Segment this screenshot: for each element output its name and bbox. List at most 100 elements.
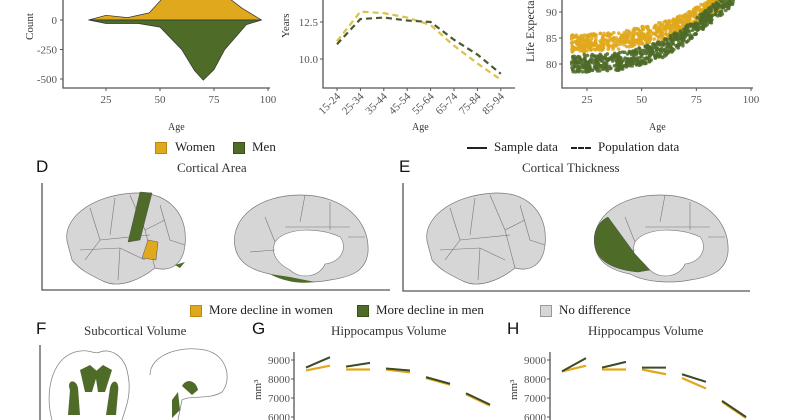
scatter-point-men	[598, 69, 602, 73]
scatter-point-women	[655, 34, 659, 38]
scatter-point-women	[619, 39, 624, 44]
g-men-segment	[425, 376, 451, 385]
panel-f-title: Subcortical Volume	[84, 323, 187, 338]
scatter-point-men	[598, 63, 602, 68]
h-men-segment	[561, 357, 587, 373]
scatter-point-men	[694, 26, 698, 31]
legend-women-label: Women	[175, 139, 216, 154]
scatter-point-men	[690, 28, 695, 32]
legend-population-line-icon	[571, 147, 591, 149]
scatter-point-men	[725, 4, 730, 9]
scatter-point-women	[605, 39, 609, 43]
a-xlabel: Age	[168, 122, 185, 133]
scatter-point-men	[657, 55, 661, 59]
scatter-point-men	[649, 45, 654, 49]
scatter-point-women	[666, 24, 671, 29]
scatter-point-women	[601, 38, 606, 43]
scatter-point-women	[642, 36, 646, 41]
scatter-point-men	[577, 69, 581, 74]
g-men-segment	[345, 361, 371, 368]
region-women-decline	[141, 239, 159, 261]
c-ytick-label: 90	[546, 7, 558, 19]
coronal-outline	[48, 350, 130, 420]
scatter-point-men	[628, 59, 632, 64]
scatter-point-women	[666, 20, 671, 25]
g-women-segment	[305, 364, 331, 372]
legend-women-decline-label: More decline in women	[209, 302, 333, 317]
region-border	[299, 194, 306, 223]
scatter-point-women	[685, 13, 690, 18]
scatter-point-men	[680, 38, 685, 43]
scatter-point-women	[616, 39, 620, 44]
panel-e-title: Cortical Thickness	[522, 160, 620, 175]
legend-sample-label: Sample data	[494, 139, 558, 154]
scatter-point-men	[682, 31, 687, 35]
scatter-point-men	[658, 49, 663, 53]
scatter-point-men	[576, 65, 580, 70]
scatter-point-men	[590, 58, 595, 62]
scatter-point-women	[632, 27, 636, 32]
scatter-point-men	[685, 26, 690, 31]
subcortical-region	[106, 381, 119, 415]
scatter-point-women	[682, 20, 686, 25]
scatter-point-women	[645, 40, 650, 44]
line-men-population	[336, 16, 502, 75]
region-border	[99, 234, 151, 241]
region-men-decline	[127, 191, 153, 243]
scatter-point-women	[651, 31, 656, 35]
scatter-point-women	[593, 48, 598, 52]
scatter-point-men	[580, 70, 585, 74]
region-border	[159, 204, 186, 246]
scatter-point-men	[685, 33, 690, 37]
scatter-point-women	[569, 37, 574, 41]
scatter-point-men	[590, 52, 595, 57]
scatter-point-men	[587, 66, 592, 71]
scatter-point-women	[601, 46, 605, 51]
panel-d-letter: D	[36, 157, 49, 176]
a-ytick-label: 0	[52, 15, 58, 27]
lateral-hemisphere	[426, 192, 546, 285]
scatter-point-men	[676, 35, 681, 40]
scatter-point-women	[672, 27, 677, 31]
h-ytick-label: 7000	[524, 393, 547, 405]
scatter-point-women	[657, 21, 661, 25]
a-ytick-label: -250	[37, 45, 58, 57]
scatter-point-men	[585, 53, 590, 58]
scatter-point-men	[587, 69, 591, 73]
scatter-point-men	[668, 44, 672, 48]
scatter-point-women	[648, 29, 653, 34]
scatter-point-women	[686, 10, 690, 15]
a-xtick-label: 50	[155, 94, 167, 106]
c-xtick-label: 100	[743, 94, 760, 106]
legend-men-decline-label: More decline in men	[376, 302, 484, 317]
scatter-point-women	[648, 35, 653, 40]
scatter-point-men	[625, 63, 629, 68]
region-border	[117, 247, 121, 281]
region-border	[459, 234, 511, 241]
density-men	[88, 19, 262, 81]
scatter-point-men	[583, 57, 587, 61]
scatter-point-men	[668, 34, 673, 38]
scatter-point-men	[638, 51, 643, 55]
b-xlabel: Age	[412, 122, 429, 133]
scatter-point-men	[644, 56, 649, 60]
scatter-point-men	[632, 56, 637, 60]
scatter-point-women	[580, 37, 585, 41]
scatter-point-men	[678, 29, 683, 34]
scatter-point-men	[590, 68, 595, 72]
subcortical-region	[80, 365, 98, 392]
subcortical-region	[182, 381, 198, 395]
scatter-point-men	[715, 1, 720, 6]
region-border	[249, 249, 276, 253]
g-women-segment	[385, 368, 411, 374]
scatter-point-women	[569, 41, 574, 45]
scatter-point-men	[653, 46, 658, 50]
c-xtick-label: 50	[636, 94, 648, 106]
c-ytick-label: 85	[546, 33, 558, 45]
c-ylabel: Life Expectancy	[523, 0, 537, 62]
scatter-point-women	[577, 36, 581, 41]
scatter-point-men	[637, 46, 641, 50]
h-ytick-label: 8000	[524, 374, 547, 386]
scatter-point-women	[640, 24, 644, 29]
scatter-point-women	[614, 36, 618, 40]
